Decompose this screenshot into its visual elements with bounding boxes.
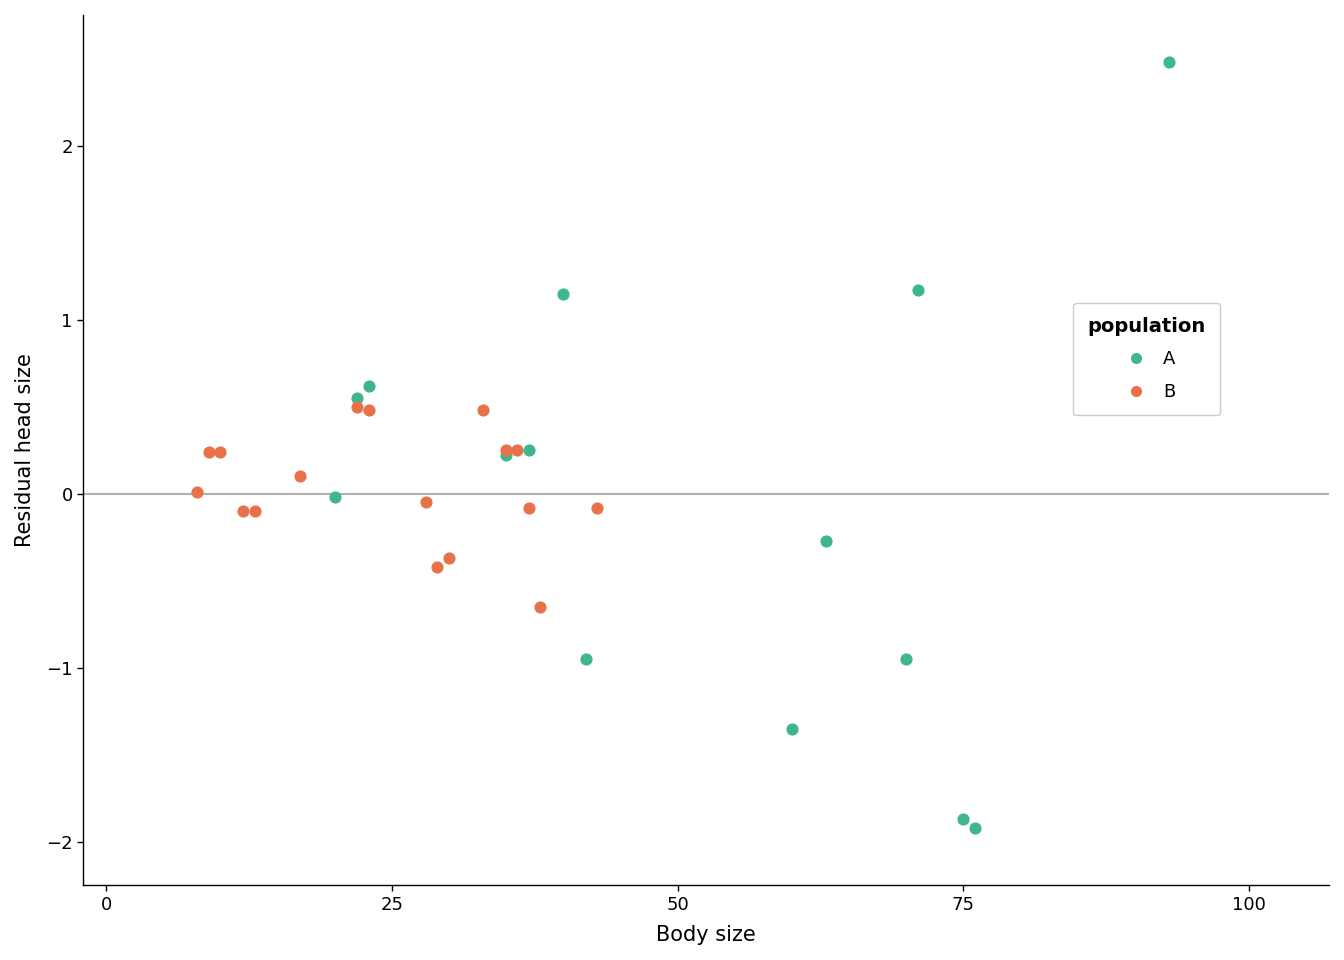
Legend: A, B: A, B [1073, 302, 1220, 416]
Point [1146, 396, 1168, 411]
Point [1101, 396, 1122, 411]
Point [964, 821, 985, 836]
Point [233, 503, 254, 518]
Point [519, 443, 540, 458]
Point [427, 559, 449, 574]
Point [358, 378, 379, 394]
Point [438, 550, 460, 565]
Point [552, 286, 574, 301]
Point [347, 399, 368, 415]
Point [587, 500, 609, 516]
Point [347, 391, 368, 406]
Point [530, 599, 551, 614]
Point [816, 533, 837, 548]
Point [415, 494, 437, 510]
Point [496, 443, 517, 458]
Point [907, 282, 929, 298]
Point [781, 721, 802, 736]
Point [198, 444, 219, 460]
Point [324, 490, 345, 505]
Point [507, 443, 528, 458]
Point [187, 485, 208, 500]
Point [496, 447, 517, 463]
Point [519, 500, 540, 516]
Point [575, 652, 597, 667]
Y-axis label: Residual head size: Residual head size [15, 353, 35, 547]
Point [953, 811, 974, 827]
Point [289, 468, 310, 484]
X-axis label: Body size: Body size [656, 925, 755, 945]
Point [1159, 55, 1180, 70]
Point [473, 402, 495, 418]
Point [358, 402, 379, 418]
Point [243, 503, 265, 518]
Point [210, 444, 231, 460]
Point [895, 652, 917, 667]
